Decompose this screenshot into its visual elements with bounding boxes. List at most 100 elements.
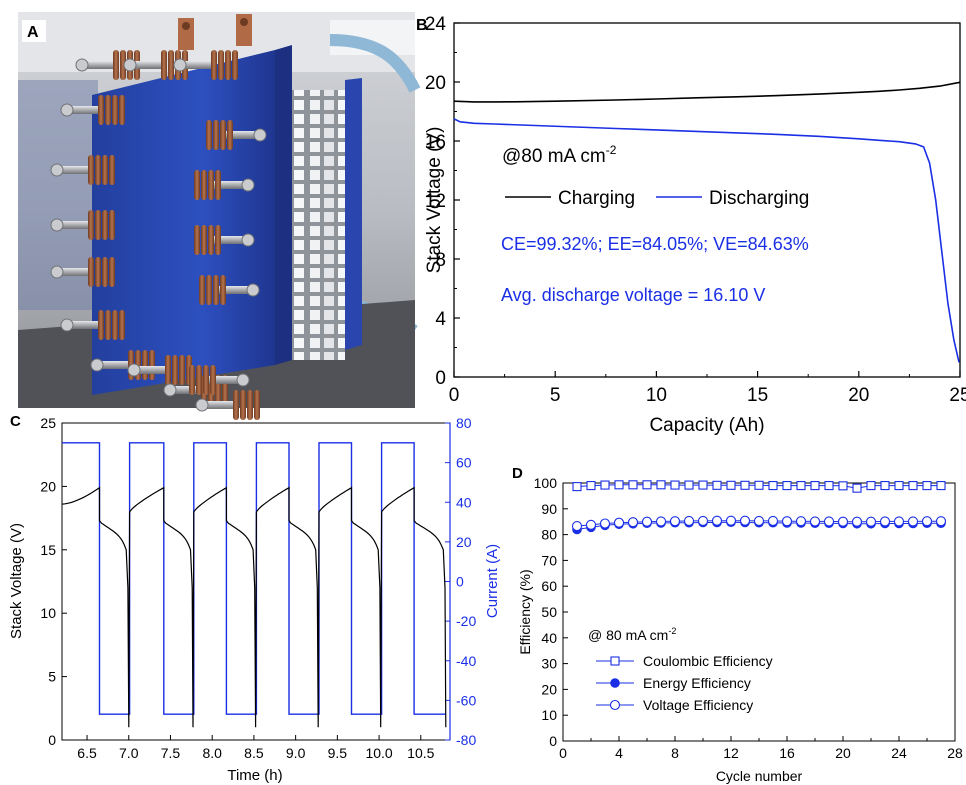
y2-tick-label: -80 — [456, 732, 476, 748]
bolt-nut — [123, 58, 137, 72]
x-tick-label: 12 — [723, 745, 739, 761]
data-point — [585, 519, 597, 530]
bolt-nut — [60, 103, 74, 117]
data-point — [613, 517, 625, 528]
panel-d-ylabel: Efficiency (%) — [517, 569, 533, 654]
y-tick-label: 20 — [541, 681, 557, 697]
y-tick-label: 90 — [541, 501, 557, 517]
x-tick-label: 20 — [848, 385, 869, 406]
data-point — [656, 480, 666, 490]
x-tick-label: 8 — [671, 745, 679, 761]
bolt-spring-coil — [225, 50, 231, 80]
data-point — [697, 515, 709, 526]
x-tick-label: 16 — [779, 745, 795, 761]
series-line-charging — [453, 81, 961, 103]
bolt-spring-coil — [254, 390, 260, 420]
x-tick-label: 10.0 — [365, 745, 392, 761]
bolt-spring-coil — [88, 210, 94, 240]
bolt-rod — [134, 366, 170, 374]
panel-b-annotation-efficiencies: CE=99.32%; EE=84.05%; VE=84.63% — [501, 234, 809, 254]
y-tick-label: 20 — [425, 73, 446, 94]
data-point — [628, 480, 638, 490]
bolt-spring-coil — [233, 390, 239, 420]
bolt-spring-coil — [215, 170, 221, 200]
bolt-spring-coil — [220, 275, 226, 305]
bolt-nut — [163, 383, 177, 397]
x-tick-label: 4 — [615, 745, 623, 761]
bolt-spring-coil — [102, 257, 108, 287]
bolt-spring-coil — [211, 50, 217, 80]
bolt-spring-coil — [105, 95, 111, 125]
bolt-spring-coil — [102, 210, 108, 240]
bolt-rod — [202, 401, 238, 409]
y-tick-label: 25 — [40, 415, 56, 431]
y-tick-label: 20 — [40, 478, 56, 494]
data-point — [880, 481, 890, 491]
bolt-spring-coil — [218, 50, 224, 80]
bolt-spring-coil — [201, 170, 207, 200]
data-point — [571, 521, 583, 532]
data-point — [572, 482, 582, 492]
data-point — [753, 515, 765, 526]
y-tick-label: 12 — [425, 191, 446, 212]
bolt-spring-coil — [213, 120, 219, 150]
x-tick-label: 6.5 — [77, 745, 97, 761]
bolt-spring-coil — [213, 275, 219, 305]
bolt-spring-coil — [109, 257, 115, 287]
bolt-nut — [246, 283, 260, 297]
panel-a-photo: A A — [18, 12, 421, 420]
bolt-spring-coil — [199, 275, 205, 305]
y-tick-label: 60 — [541, 578, 557, 594]
data-point — [879, 516, 891, 527]
bolt-spring-coil — [165, 355, 171, 385]
data-point — [796, 481, 806, 491]
legend-discharging-label: Discharging — [709, 188, 809, 209]
data-point — [754, 480, 764, 490]
y-tick-label: 8 — [435, 250, 446, 271]
x-tick-label: 9.5 — [328, 745, 348, 761]
x-tick-label: 9.0 — [286, 745, 306, 761]
bolt-nut — [195, 398, 209, 412]
y2-tick-label: 40 — [456, 494, 472, 510]
bolt-spring-coil — [112, 310, 118, 340]
legend-marker — [610, 656, 620, 666]
bolt-nut — [50, 265, 64, 279]
bolt-spring-coil — [247, 390, 253, 420]
bolt-rod — [97, 361, 133, 369]
voltage-series-line — [61, 486, 447, 728]
bolt-spring-coil — [210, 365, 216, 395]
bolt-spring-coil — [112, 95, 118, 125]
bolt-spring-coil — [194, 170, 200, 200]
bolt-spring-coil — [149, 350, 155, 380]
bolt-spring-coil — [88, 155, 94, 185]
bolt-rod — [57, 221, 93, 229]
bolt-spring-coil — [105, 310, 111, 340]
data-point — [725, 515, 737, 526]
bolt-spring-coil — [95, 210, 101, 240]
bolt-spring-coil — [206, 275, 212, 305]
bolt-spring-coil — [172, 355, 178, 385]
y-tick-label: 0 — [48, 732, 56, 748]
bolt-spring-coil — [168, 50, 174, 80]
legend-charging-label: Charging — [558, 188, 635, 209]
data-point — [823, 516, 835, 527]
data-point — [767, 515, 779, 526]
y-tick-label: 4 — [435, 309, 446, 330]
bolt-spring-coil — [196, 365, 202, 395]
bolt-spring-coil — [95, 155, 101, 185]
bolt-rod — [57, 268, 93, 276]
x-tick-label: 10.5 — [407, 745, 434, 761]
data-point — [712, 480, 722, 490]
y2-tick-label: 20 — [456, 534, 472, 550]
panel-b-chart: B 0 5 10 15 20 25 0 4 8 12 16 20 24 Capacity (Ah) St… — [416, 14, 966, 436]
x-tick-label: 8.5 — [244, 745, 264, 761]
x-tick-label: 8.0 — [202, 745, 222, 761]
bolt-rod — [57, 166, 93, 174]
data-point — [852, 483, 862, 493]
y2-tick-label: -20 — [456, 613, 476, 629]
data-point — [851, 516, 863, 527]
bolt-spring-coil — [220, 120, 226, 150]
y2-tick-label: 80 — [456, 415, 472, 431]
bolt-spring-coil — [98, 95, 104, 125]
